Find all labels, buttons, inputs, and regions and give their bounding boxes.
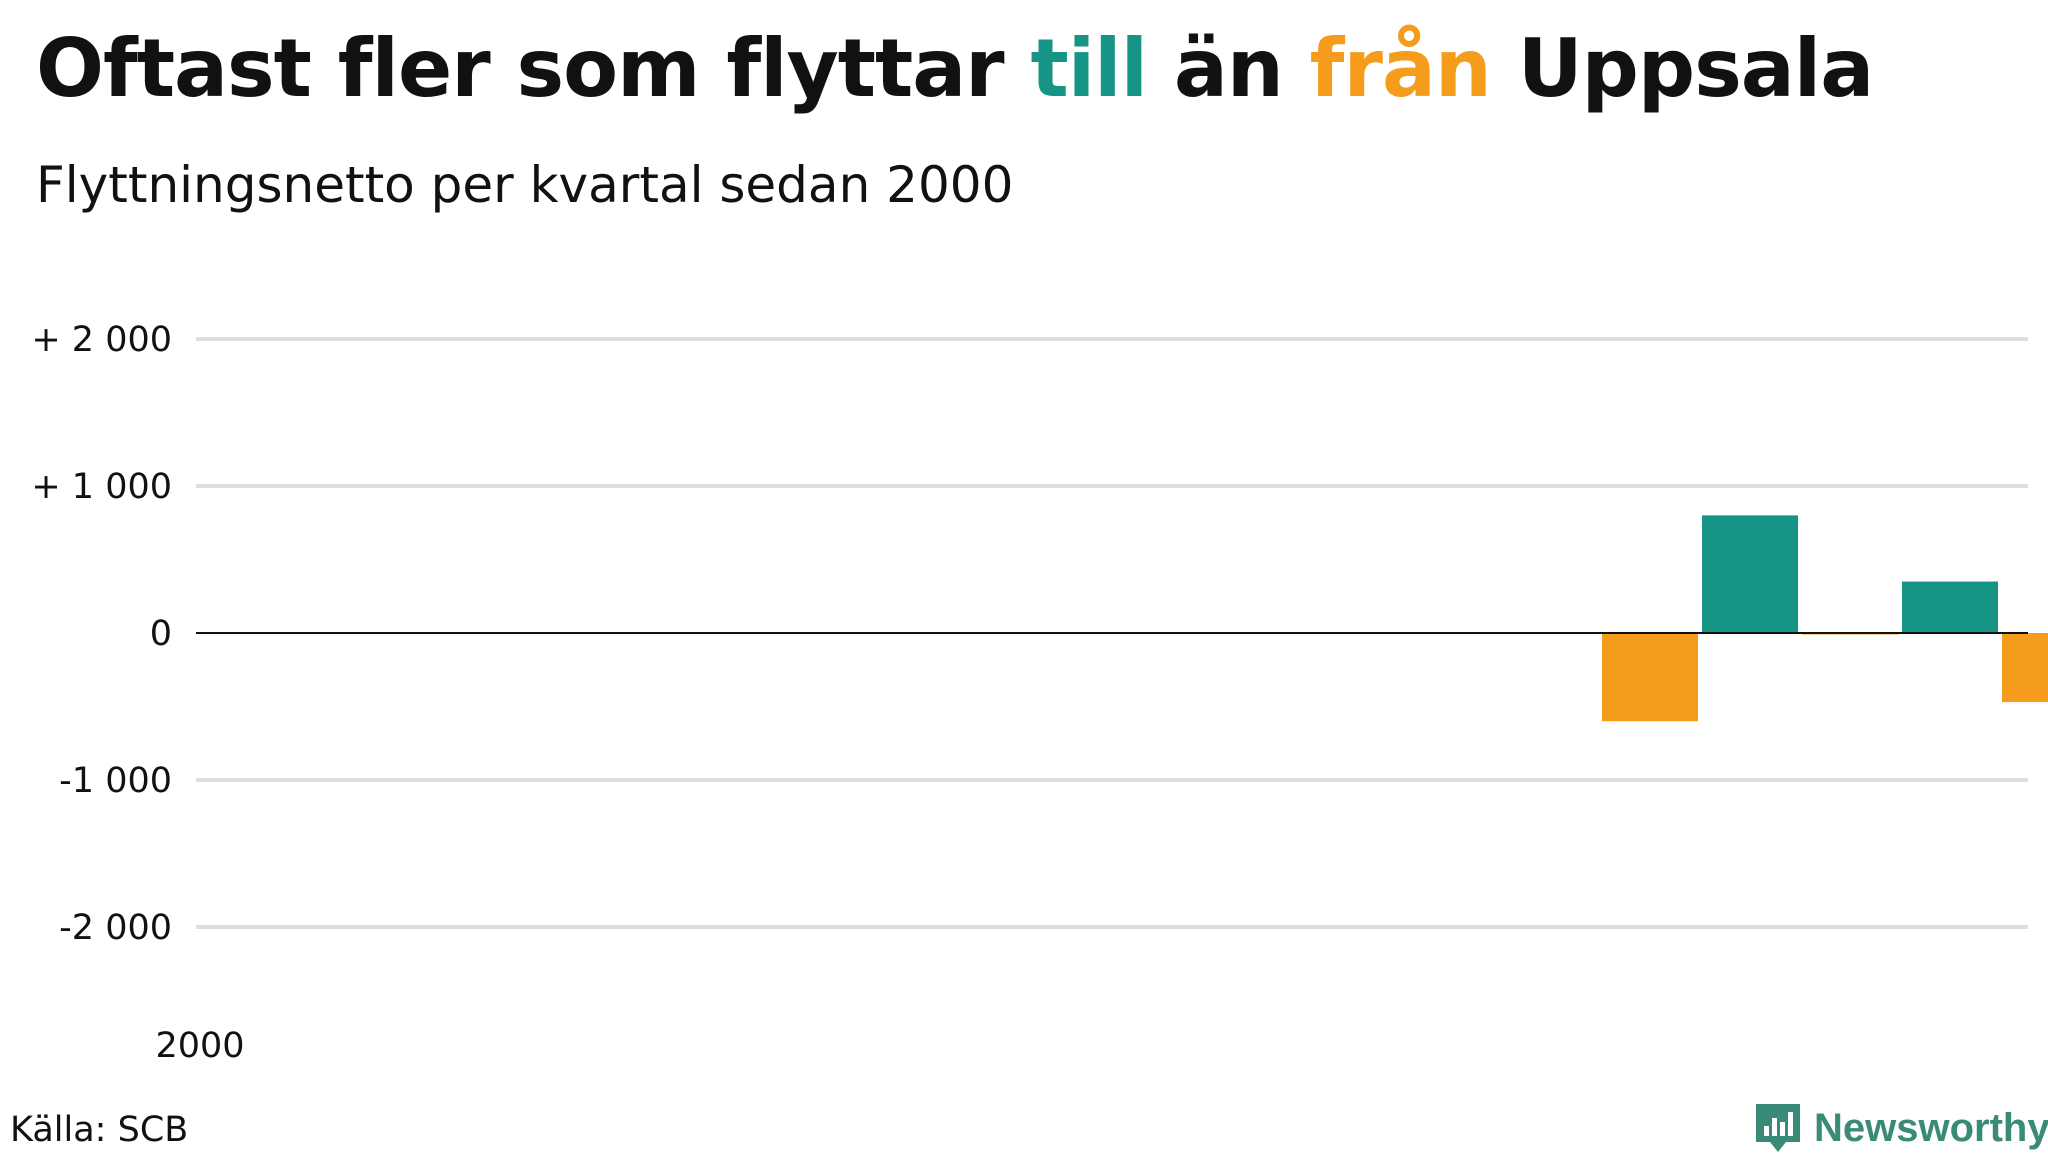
x-axis-ticks: 20002005201020152020 — [155, 1026, 244, 1066]
bar-2003-Q4 — [1702, 515, 1798, 633]
bar-2004-Q3 — [2002, 633, 2048, 703]
y-tick-label: -2 000 — [59, 908, 172, 948]
title-highlight-fran: från — [1309, 22, 1492, 115]
y-tick-label: + 2 000 — [31, 320, 172, 360]
bar-2003-Q3 — [1602, 633, 1698, 722]
title-part-3: Uppsala — [1490, 22, 1875, 115]
newsworthy-logo: Newsworthy — [1754, 1100, 2048, 1156]
bar-chart: + 2 000 + 1 000 0 -1 000 -2 000 200020052010… — [31, 320, 2048, 1066]
source-note: Källa: SCB — [10, 1110, 189, 1150]
gridlines — [196, 337, 2028, 929]
logo-text: Newsworthy — [1814, 1105, 2048, 1150]
x-tick-label: 2000 — [155, 1026, 244, 1066]
bar-2004-Q2 — [1902, 581, 1998, 633]
bars — [1602, 515, 2048, 722]
y-tick-label: -1 000 — [59, 761, 172, 801]
y-axis-ticks: + 2 000 + 1 000 0 -1 000 -2 000 — [31, 320, 172, 948]
title-part-1: Oftast fler som flyttar — [36, 22, 1031, 115]
bar-chart-icon — [1756, 1104, 1800, 1152]
chart-subtitle: Flyttningsnetto per kvartal sedan 2000 — [36, 156, 1014, 214]
chart-title: Oftast fler som flyttar till än från Upp… — [36, 22, 1875, 115]
y-tick-label: 0 — [150, 614, 172, 654]
title-part-2: än — [1147, 22, 1310, 115]
y-tick-label: + 1 000 — [31, 467, 172, 507]
title-highlight-till: till — [1030, 22, 1148, 115]
